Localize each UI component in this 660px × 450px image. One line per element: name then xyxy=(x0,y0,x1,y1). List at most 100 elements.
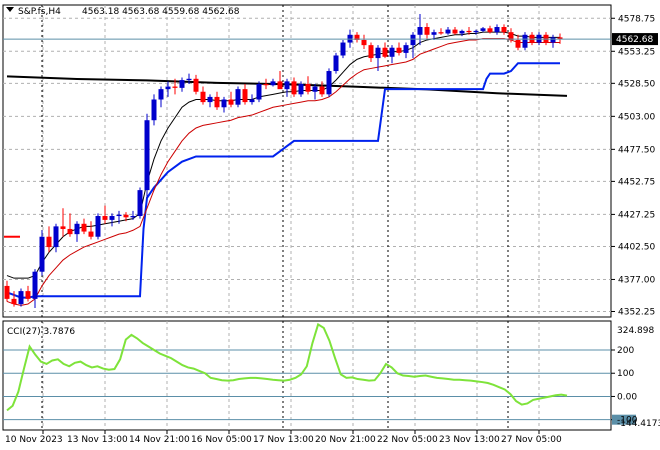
price-pane[interactable]: 4578.75 4553.25 4528.50 4503.00 4477.50 4452.… xyxy=(2,4,658,318)
candle-body xyxy=(466,30,472,33)
cci-level-label: 0.00 xyxy=(617,392,637,402)
price-tick-label: 4402.50 xyxy=(618,242,655,252)
candle-body xyxy=(102,216,108,220)
time-tick-label: 10 Nov 2023 xyxy=(5,435,63,445)
candle-body xyxy=(4,285,10,299)
ohlc-values: 4563.18 4563.68 4559.68 4562.68 xyxy=(82,7,240,17)
candle-body xyxy=(221,99,227,108)
current-price-label: 4562.68 xyxy=(616,35,653,45)
candle-body xyxy=(382,47,388,57)
candle-body xyxy=(25,291,31,299)
price-tick-label: 4503.00 xyxy=(618,112,655,122)
candle-body xyxy=(452,29,458,34)
time-tick-label: 22 Nov 05:00 xyxy=(377,435,438,445)
candle-body xyxy=(445,29,451,34)
candle-body xyxy=(151,99,157,121)
candle-body xyxy=(214,96,220,108)
cci-level-label: 100 xyxy=(617,369,634,379)
candle-body xyxy=(263,83,269,86)
candle-body xyxy=(354,34,360,40)
candle-body xyxy=(410,34,416,46)
price-tick-label: 4352.25 xyxy=(618,307,655,317)
cci-min-label: -144.4173 xyxy=(617,419,660,429)
candle-body xyxy=(60,226,66,229)
cci-pane-frame xyxy=(2,320,612,431)
candle-body xyxy=(270,81,276,86)
candle-body xyxy=(368,45,374,59)
candle-body xyxy=(193,78,199,92)
candle-body xyxy=(172,86,178,88)
time-tick-label: 20 Nov 21:00 xyxy=(315,435,376,445)
time-axis: 10 Nov 2023 13 Nov 13:00 14 Nov 21:00 16 No… xyxy=(5,430,562,445)
price-tick-label: 4377.00 xyxy=(618,275,655,285)
time-tick-label: 17 Nov 13:00 xyxy=(253,435,314,445)
candle-body xyxy=(361,39,367,46)
candle-body xyxy=(144,120,150,191)
candle-body xyxy=(480,28,486,31)
candle-body xyxy=(403,45,409,53)
candle-body xyxy=(473,30,479,33)
candle-body xyxy=(74,223,80,235)
candle-body xyxy=(431,32,437,35)
candle-body xyxy=(228,99,234,105)
cci-title: CCI(27) 3.7876 xyxy=(7,327,75,337)
cci-level-label: 200 xyxy=(617,346,634,356)
lower-envelope-line xyxy=(6,38,560,306)
candle-body xyxy=(235,89,241,105)
candle-body xyxy=(18,291,24,305)
cci-pane[interactable]: 200 100 0.00 -100 324.898 -144.4173 xyxy=(2,320,660,431)
price-tick-label: 4477.50 xyxy=(618,145,655,155)
price-tick-label: 4578.75 xyxy=(618,14,655,24)
blue-step-line xyxy=(6,62,560,299)
candle-body xyxy=(326,71,332,95)
candle-body xyxy=(557,37,563,40)
candle-body xyxy=(200,91,206,103)
candle-body xyxy=(501,27,507,33)
candle-body xyxy=(256,83,262,100)
candle-body xyxy=(242,89,248,103)
candle-body xyxy=(298,83,304,95)
candle-body xyxy=(424,27,430,35)
candle-body xyxy=(130,216,136,218)
price-tick-label: 4452.75 xyxy=(618,177,655,187)
cci-series xyxy=(6,322,568,412)
time-tick-label: 13 Nov 13:00 xyxy=(67,435,128,445)
candle-body xyxy=(32,271,38,299)
candle-body xyxy=(396,47,402,53)
candle-body xyxy=(487,28,493,33)
candle-body xyxy=(319,86,325,95)
cci-level-box xyxy=(612,414,636,425)
candle-body xyxy=(550,37,556,43)
candle-body xyxy=(158,89,164,100)
dropdown-triangle-icon[interactable] xyxy=(6,7,14,12)
cci-max-label: 324.898 xyxy=(617,326,654,336)
candle-body xyxy=(459,30,465,34)
candle-body xyxy=(207,96,213,103)
candle-body xyxy=(67,228,73,235)
candle-body xyxy=(81,223,87,232)
candle-body xyxy=(11,298,17,305)
candle-body xyxy=(417,27,423,35)
price-series xyxy=(3,14,611,308)
cci-axis: 200 100 0.00 -100 xyxy=(611,346,638,426)
candle-body xyxy=(389,47,395,57)
candle-body xyxy=(291,81,297,95)
price-tick-label: 4553.25 xyxy=(618,47,655,57)
candle-body xyxy=(179,80,185,88)
candle-body xyxy=(95,216,101,237)
candle-body xyxy=(522,34,528,48)
candle-body xyxy=(284,81,290,90)
candle-body xyxy=(438,32,444,34)
candle-body xyxy=(333,55,339,72)
candle-body xyxy=(109,216,115,220)
cci-level-label: -100 xyxy=(617,416,638,426)
time-tick-label: 23 Nov 13:00 xyxy=(439,435,500,445)
symbol-label: S&P.fs,H4 xyxy=(18,7,61,17)
candle-body xyxy=(186,78,192,81)
candle-body xyxy=(277,81,283,90)
current-price-box xyxy=(612,33,658,46)
candle-body xyxy=(46,236,52,248)
candle-body xyxy=(123,214,129,218)
candle-body xyxy=(165,86,171,90)
